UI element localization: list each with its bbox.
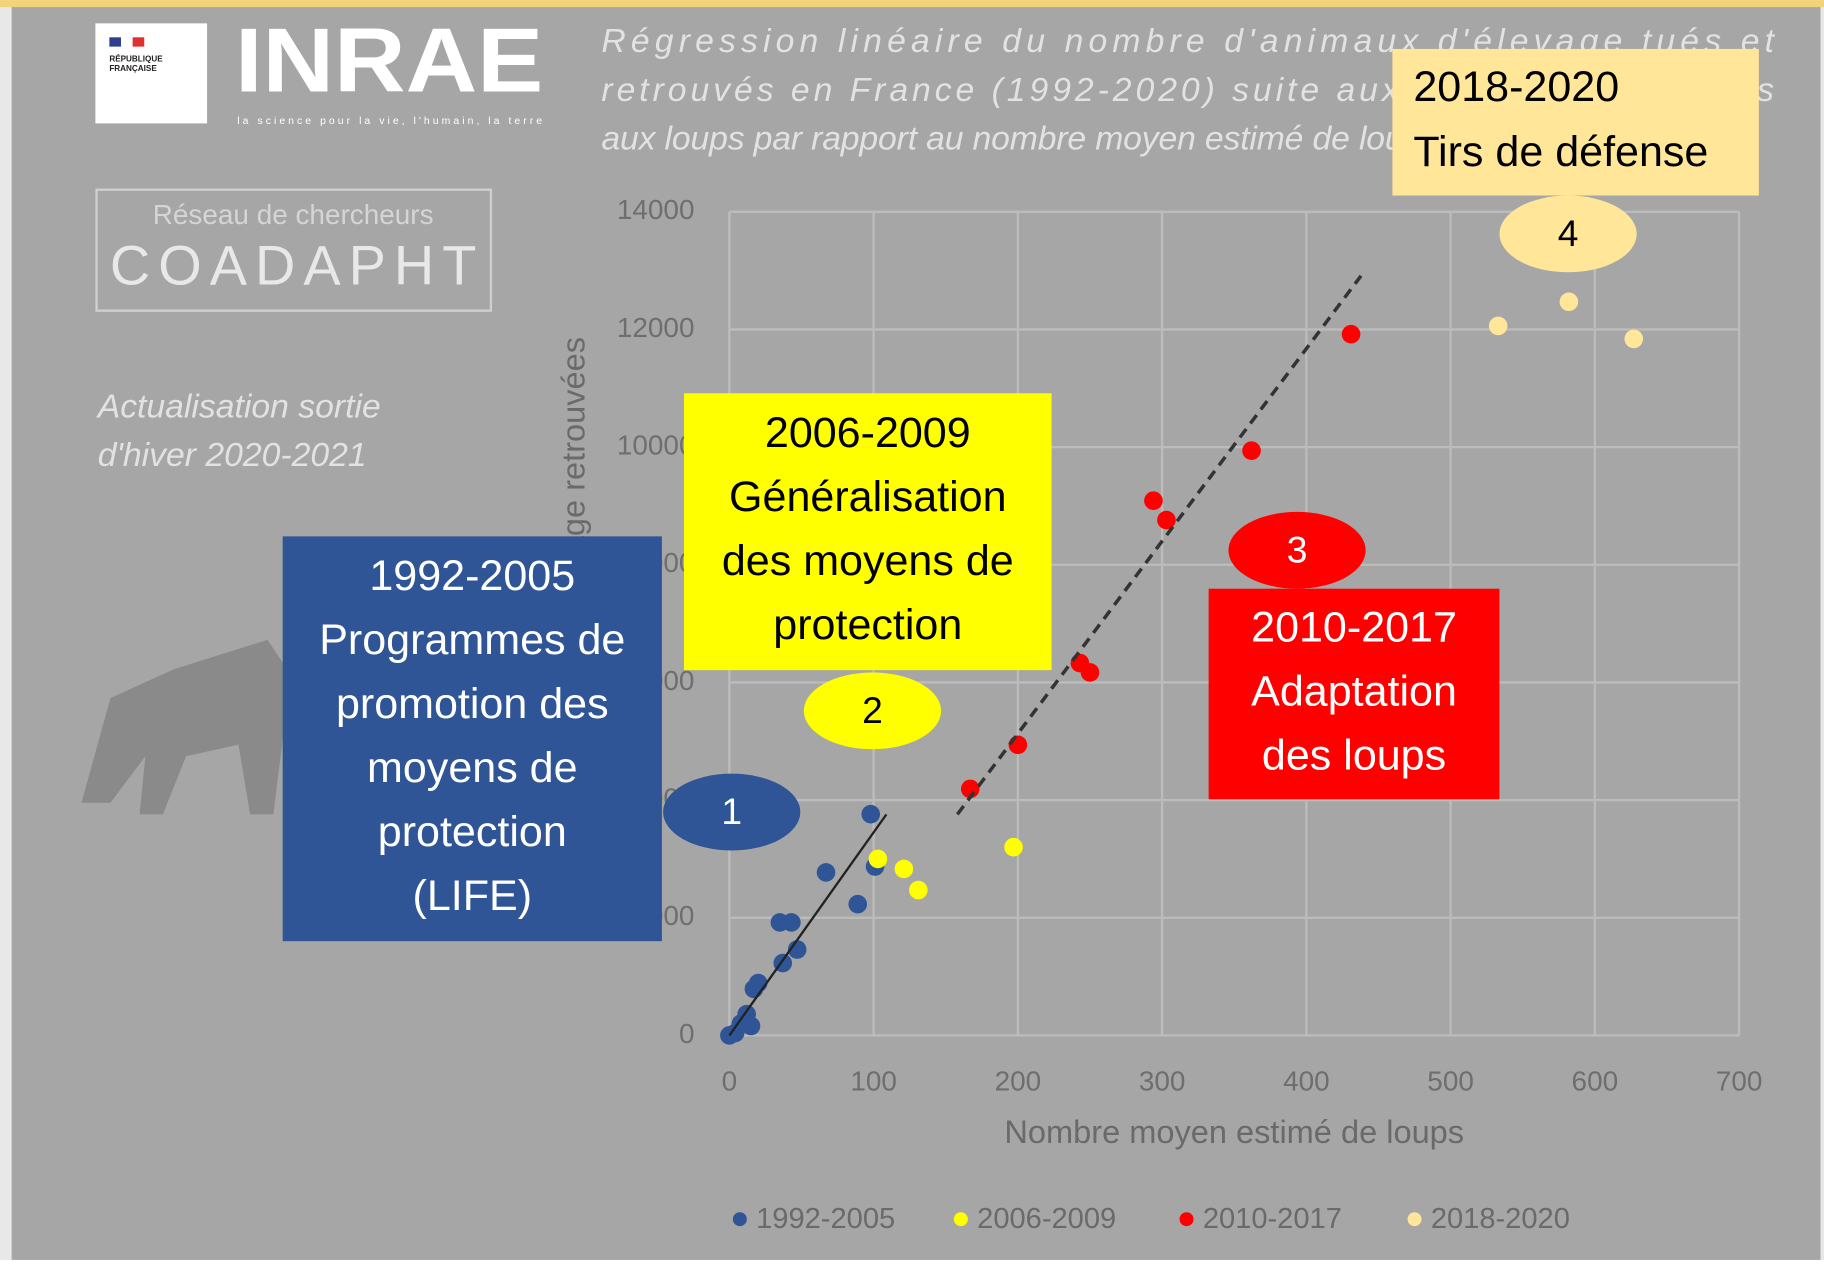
x-tick-label: 300 xyxy=(1139,1065,1186,1096)
annotation-text: promotion des xyxy=(336,680,609,728)
network: COADAPHT xyxy=(110,234,476,297)
x-tick-label: 700 xyxy=(1716,1065,1763,1096)
legend-label: 2006-2009 xyxy=(977,1203,1116,1235)
badge xyxy=(1499,195,1637,273)
point xyxy=(741,1016,761,1036)
point xyxy=(1488,316,1508,336)
chart-title: aux loups par rapport au nombre moyen es… xyxy=(601,120,1439,158)
point xyxy=(861,804,881,824)
annotation-box xyxy=(1208,588,1500,800)
legend-marker xyxy=(953,1212,968,1227)
point xyxy=(1559,292,1579,312)
annotation-box xyxy=(1392,48,1759,196)
y-tick-label: 0 xyxy=(679,1018,695,1049)
annotation-box xyxy=(282,536,662,942)
y-tick-label: 14000 xyxy=(617,194,695,225)
trendline xyxy=(728,813,888,1037)
x-tick-label: 0 xyxy=(722,1065,738,1096)
point xyxy=(1157,510,1176,530)
wolf xyxy=(81,639,291,815)
annotation-text: 2006-2009 xyxy=(765,409,971,457)
badge xyxy=(663,773,801,851)
slogan: la science pour la vie, l'humain, la ter… xyxy=(237,116,542,127)
annotation-text: moyens de xyxy=(367,744,578,792)
badge-label: 2 xyxy=(862,689,883,731)
legend-marker xyxy=(1179,1212,1194,1227)
point xyxy=(848,894,868,914)
x-tick-label: 200 xyxy=(995,1065,1042,1096)
legend-label: 2010-2017 xyxy=(1203,1203,1342,1235)
point xyxy=(816,863,836,882)
x-tick-label: 100 xyxy=(850,1065,897,1096)
annotation-text: 2018-2020 xyxy=(1413,63,1619,111)
badge xyxy=(803,672,942,750)
update: d'hiver 2020-2021 xyxy=(98,436,367,474)
annotation-text: Généralisation xyxy=(729,473,1006,521)
legend-label: 2018-2020 xyxy=(1431,1203,1570,1235)
badge-label: 4 xyxy=(1558,212,1579,254)
annotation-text: protection xyxy=(773,601,962,649)
annotation-text: 1992-2005 xyxy=(369,552,575,600)
x-axis-label: Nombre moyen estimé de loups xyxy=(1004,1114,1464,1150)
legend-marker xyxy=(1407,1212,1422,1227)
update: Actualisation sortie xyxy=(96,387,381,425)
point xyxy=(868,849,888,869)
x-tick-label: 600 xyxy=(1572,1065,1619,1096)
flag xyxy=(132,37,145,47)
legend-marker xyxy=(732,1212,747,1227)
annotation-box xyxy=(684,393,1052,671)
x-tick-label: 500 xyxy=(1427,1065,1474,1096)
point xyxy=(1242,441,1261,460)
legend-label: 1992-2005 xyxy=(756,1203,895,1235)
point xyxy=(748,973,768,993)
y-tick-label: 12000 xyxy=(617,312,695,343)
annotation-text: des moyens de xyxy=(722,537,1014,585)
annotation-text: 2010-2017 xyxy=(1251,603,1457,651)
network-box xyxy=(95,188,493,312)
republique: FRANÇAISE xyxy=(109,64,157,73)
badge-label: 3 xyxy=(1287,528,1308,570)
inrae-logo: INRAE xyxy=(235,11,543,112)
point xyxy=(1624,329,1644,349)
x-tick-label: 400 xyxy=(1283,1065,1330,1096)
trendline xyxy=(955,274,1363,816)
point xyxy=(909,880,928,900)
republique: RÉPUBLIQUE xyxy=(109,54,163,64)
point xyxy=(782,913,801,932)
y-tick-label: 10000 xyxy=(617,429,695,460)
annotation-text: (LIFE) xyxy=(413,872,533,920)
annotation-text: des loups xyxy=(1262,731,1446,779)
annotation-text: Programmes de xyxy=(319,616,625,664)
badge xyxy=(1228,511,1366,589)
annotation-text: protection xyxy=(378,808,567,856)
point xyxy=(1080,663,1100,682)
annotation-text: Adaptation xyxy=(1251,667,1457,715)
annotation-text: Tirs de défense xyxy=(1413,128,1708,176)
flag xyxy=(109,37,121,47)
point xyxy=(1341,324,1361,344)
annotations: 1992-2005 Programmes de promotion des moyen… xyxy=(282,48,1759,942)
network-small: Réseau de chercheurs xyxy=(153,199,434,230)
point xyxy=(1144,491,1163,510)
point xyxy=(1004,837,1023,857)
top-bar xyxy=(0,0,1824,8)
point xyxy=(894,859,914,879)
badge-label: 1 xyxy=(721,790,742,832)
